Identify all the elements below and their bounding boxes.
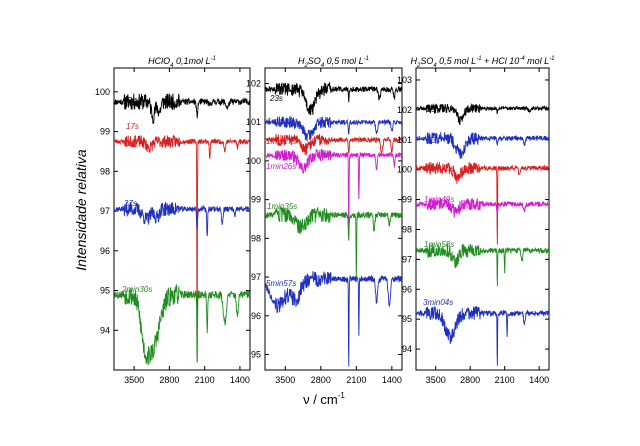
series-line-1min09s bbox=[265, 116, 402, 143]
series-label: 27s bbox=[123, 199, 137, 208]
y-tick-label: 97 bbox=[251, 272, 261, 282]
y-tick-label: 99 bbox=[402, 195, 412, 205]
series-label: 1min58s bbox=[424, 240, 454, 249]
series-label: 17s bbox=[126, 122, 139, 131]
series-line-1min49s bbox=[416, 197, 549, 218]
y-tick-label: 100 bbox=[397, 165, 412, 175]
series-line-1min26s bbox=[265, 148, 402, 236]
series-line-53s bbox=[416, 131, 549, 159]
y-tick-label: 97 bbox=[100, 206, 110, 216]
y-tick-label: 95 bbox=[251, 350, 261, 360]
series-label: 1min40s bbox=[424, 164, 454, 173]
series-line-27s bbox=[114, 201, 250, 237]
y-tick-label: 96 bbox=[251, 311, 261, 321]
x-tick-label: 1400 bbox=[230, 375, 250, 385]
series-line-5s bbox=[416, 103, 549, 125]
y-tick-label: 94 bbox=[402, 344, 412, 354]
y-tick-label: 94 bbox=[100, 325, 110, 335]
series-label: 1min35s bbox=[267, 202, 297, 211]
series-line-1min35s bbox=[265, 206, 402, 283]
y-tick-label: 101 bbox=[397, 135, 412, 145]
y-tick-label: 99 bbox=[251, 195, 261, 205]
series-label: 5s bbox=[427, 105, 435, 114]
series-label: 2min30s bbox=[121, 285, 152, 294]
x-tick-label: 1400 bbox=[529, 375, 549, 385]
series-line-1min17s bbox=[265, 133, 402, 156]
x-tick-label: 2100 bbox=[346, 375, 366, 385]
series-line-17s bbox=[114, 134, 250, 362]
y-tick-label: 96 bbox=[402, 284, 412, 294]
series-label: 1min49s bbox=[424, 195, 454, 204]
series-label: 6s bbox=[127, 96, 135, 105]
series-label: 3min04s bbox=[423, 298, 453, 307]
y-tick-label: 102 bbox=[397, 105, 412, 115]
x-tick-label: 2100 bbox=[195, 375, 215, 385]
series-line-1min58s bbox=[416, 243, 549, 287]
y-tick-label: 96 bbox=[100, 246, 110, 256]
y-tick-label: 95 bbox=[100, 286, 110, 296]
panel-title: H2SO4 0,5 mol L-1 bbox=[298, 56, 369, 69]
panel-frame bbox=[113, 67, 251, 371]
series-line-5min57s bbox=[265, 271, 402, 367]
series-line-3min04s bbox=[416, 306, 549, 366]
panel-2: H2SO4 0,5 mol L-1 3500 2800 2100 1400 102 101 1… bbox=[246, 56, 403, 385]
series-label: 5min57s bbox=[266, 279, 296, 288]
y-tick-label: 101 bbox=[246, 117, 261, 127]
x-tick-label: 2800 bbox=[311, 375, 331, 385]
x-tick-label: 3500 bbox=[275, 375, 295, 385]
x-tick-label: 2800 bbox=[159, 375, 179, 385]
panel-3: H2SO4 0,5 mol L-1 + HCl 10-4 mol L-1 3500… bbox=[397, 56, 555, 385]
series-label: 1min09s bbox=[267, 117, 297, 126]
y-tick-label: 98 bbox=[402, 224, 412, 234]
x-tick-label: 1400 bbox=[382, 375, 402, 385]
panel-frame bbox=[264, 67, 403, 371]
series-label: 1min17s bbox=[266, 137, 296, 146]
x-tick-label: 2100 bbox=[495, 375, 515, 385]
panel-title: HClO4 0,1mol L-1 bbox=[148, 56, 216, 69]
series-line-2min30s bbox=[114, 284, 250, 366]
panel-frame bbox=[415, 67, 550, 371]
series-line-23s bbox=[265, 82, 402, 116]
y-tick-label: 100 bbox=[246, 156, 261, 166]
y-tick-label: 100 bbox=[95, 87, 110, 97]
y-tick-label: 98 bbox=[251, 233, 261, 243]
y-tick-label: 97 bbox=[402, 254, 412, 264]
y-tick-label: 98 bbox=[100, 166, 110, 176]
series-label: 23s bbox=[269, 94, 283, 103]
series-line-6s bbox=[114, 93, 250, 125]
y-tick-label: 95 bbox=[402, 314, 412, 324]
series-line-1min40s bbox=[416, 162, 549, 245]
x-tick-label: 3500 bbox=[124, 375, 144, 385]
x-tick-label: 2800 bbox=[460, 375, 480, 385]
y-tick-label: 102 bbox=[246, 78, 261, 88]
y-tick-label: 103 bbox=[397, 75, 412, 85]
panel-title: H2SO4 0,5 mol L-1 + HCl 10-4 mol L-1 bbox=[410, 56, 554, 69]
series-label: 53s bbox=[427, 136, 440, 145]
series-label: 1min26s bbox=[266, 162, 296, 171]
x-tick-label: 3500 bbox=[426, 375, 446, 385]
y-tick-label: 99 bbox=[100, 127, 110, 137]
y-axis-label: Intensidade relativa bbox=[73, 149, 89, 271]
x-axis-label: ν / cm-1 bbox=[303, 391, 345, 407]
panel-1: HClO4 0,1mol L-1 3500 2800 2100 1400 100 99 98 9… bbox=[95, 56, 251, 385]
